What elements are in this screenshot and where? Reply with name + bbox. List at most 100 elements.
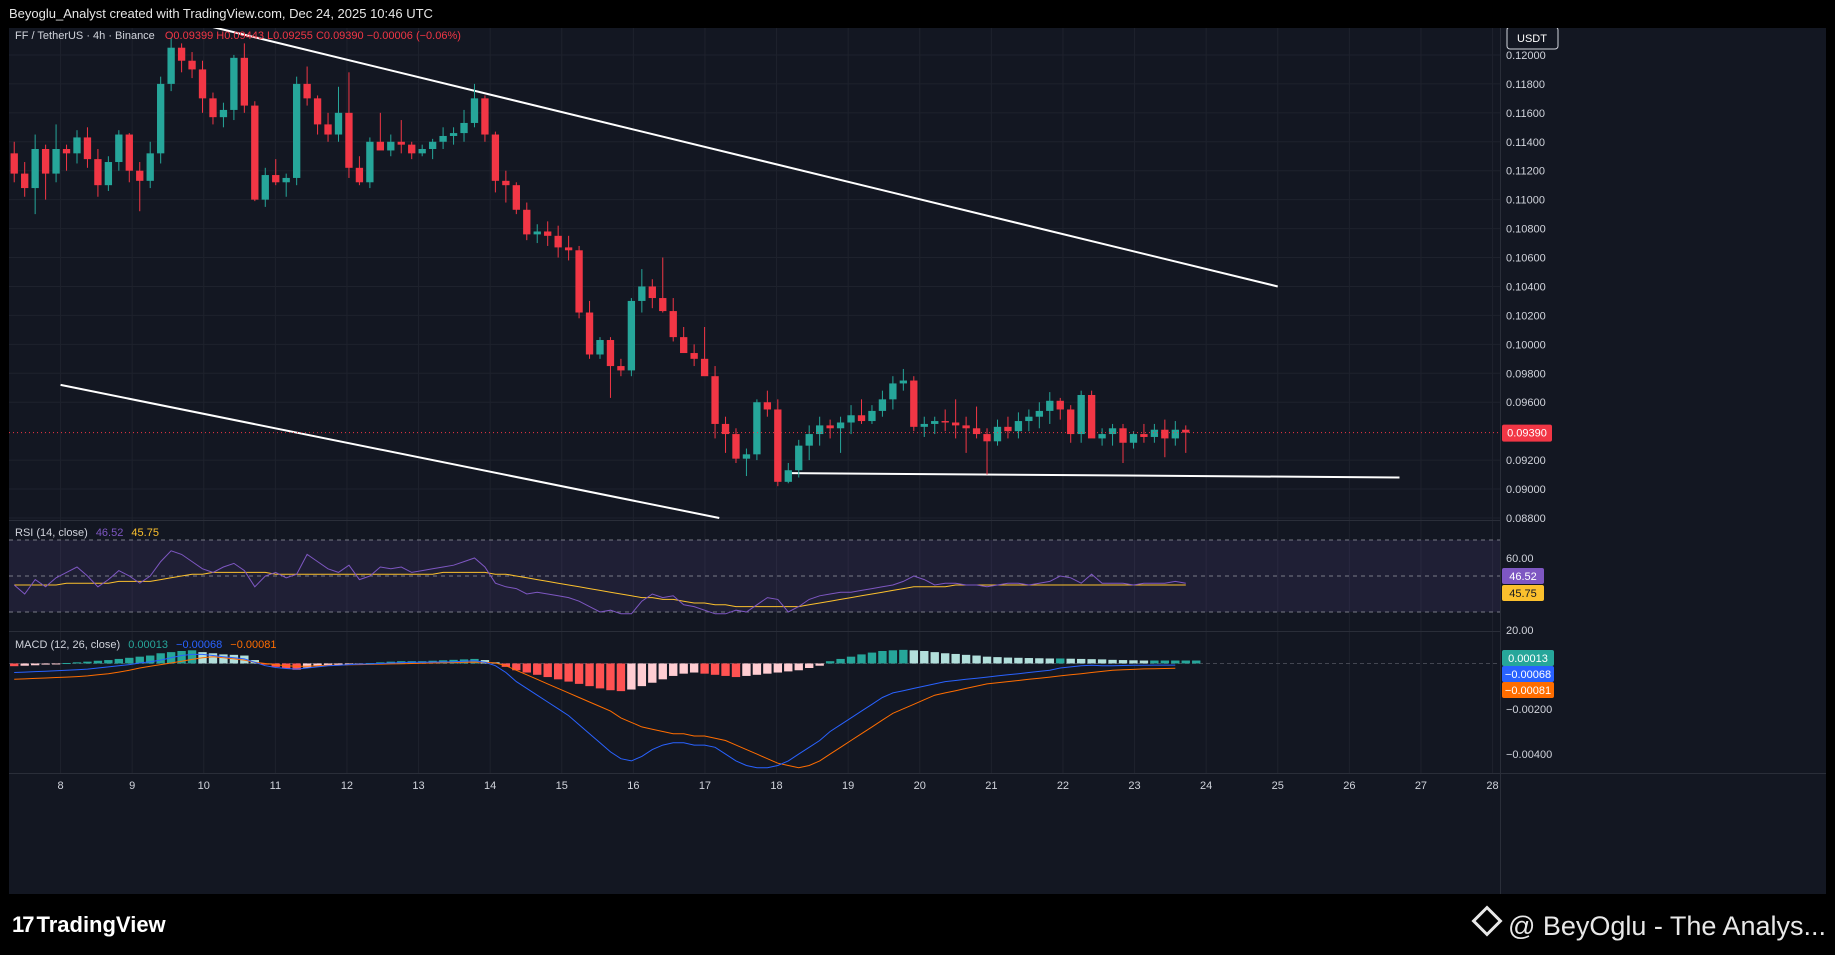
candle-body (617, 366, 625, 371)
macd-histogram-bar (637, 663, 647, 687)
candle-body (324, 124, 332, 135)
macd-histogram-bar (721, 663, 730, 676)
candle-body (533, 231, 541, 235)
candle-body (491, 134, 500, 181)
time-tick-label: 22 (1057, 780, 1069, 792)
candle-body (721, 423, 730, 435)
created-by-text: Beyoglu_Analyst created with TradingView… (9, 6, 433, 21)
time-tick-label: 23 (1128, 780, 1140, 792)
last-price-badge-text: 0.09390 (1507, 428, 1547, 440)
macd-histogram-bar (648, 663, 657, 683)
candle-body (523, 209, 531, 235)
macd-line (14, 653, 1176, 769)
macd-histogram-bar (1160, 660, 1170, 664)
candle-body (1119, 428, 1127, 443)
symbol-legend[interactable]: FF / TetherUS · 4h · Binance O0.09399 H0… (15, 30, 461, 42)
rsi-tick-label: 60.00 (1506, 553, 1534, 565)
macd-histogram-bar (114, 658, 124, 664)
macd-histogram (10, 649, 1201, 692)
macd-histogram-bar (543, 663, 552, 678)
rsi-ma-badge-text: 45.75 (1509, 588, 1537, 600)
rsi-legend-label: RSI (14, close) (15, 527, 88, 539)
macd-histogram-bar (219, 654, 228, 664)
time-tick-label: 15 (556, 780, 568, 792)
macd-legend-macd: −0.00068 (176, 639, 222, 651)
candle-body (700, 358, 709, 377)
macd-axis: −0.00200 −0.00400 (1506, 704, 1552, 761)
price-tick-label: 0.11000 (1506, 195, 1545, 207)
candle-body (1161, 429, 1169, 439)
candle-body (1025, 416, 1033, 422)
pane-separator-rsi[interactable] (9, 520, 1500, 521)
rsi-ma-badge (1502, 585, 1544, 601)
rsi-axis: 60.00 20.00 (1506, 553, 1534, 637)
macd-histogram-bar (83, 661, 92, 664)
candle-body (512, 185, 520, 210)
candle-body (1077, 395, 1085, 435)
candle-body (470, 98, 479, 123)
candle-body (941, 421, 949, 423)
macd-histogram-bar (62, 663, 71, 665)
ohlc-legend: O0.09399 H0.09443 L0.09255 C0.09390 −0.0… (165, 30, 461, 42)
rsi-legend[interactable]: RSI (14, close) 46.52 45.75 (15, 527, 159, 539)
candle-body (753, 402, 761, 455)
candle-body (157, 83, 165, 154)
candle-body (680, 337, 688, 354)
macd-histogram-bar (271, 663, 280, 667)
time-tick-label: 25 (1272, 780, 1284, 792)
candle-body (1129, 434, 1138, 443)
candle-body (826, 425, 834, 429)
rsi-line (13, 550, 1186, 615)
candle-body (638, 286, 646, 301)
chart-svg[interactable]: 0.122000.120000.118000.116000.114000.112… (9, 28, 1826, 894)
price-tick-label: 0.11600 (1506, 108, 1545, 120)
candle-body (962, 425, 970, 429)
macd-hist-badge (1502, 650, 1554, 666)
candle-body (1150, 429, 1159, 437)
candle-body (1067, 409, 1075, 435)
price-tick-label: 0.10600 (1506, 253, 1546, 265)
candle-body (732, 434, 740, 459)
price-axis[interactable]: 0.122000.120000.118000.116000.114000.112… (1506, 28, 1546, 525)
tradingview-logo[interactable]: 17 TradingView (12, 912, 166, 938)
candle-body (62, 149, 71, 154)
macd-histogram-bar (595, 663, 605, 689)
candle-body (816, 425, 824, 435)
macd-histogram-bar (700, 663, 709, 674)
candle-body (449, 133, 458, 136)
trendlines (60, 28, 1400, 519)
macd-hist-badge-text: 0.00013 (1508, 653, 1548, 665)
pane-separator-macd[interactable] (9, 631, 1500, 632)
candle-body (251, 105, 259, 200)
macd-histogram-bar (302, 663, 312, 668)
rsi-ma-line (14, 571, 1186, 608)
candle-body (73, 137, 81, 154)
time-tick-label: 28 (1486, 780, 1498, 792)
macd-histogram-bar (888, 650, 898, 664)
macd-histogram-bar (878, 651, 887, 664)
tradingview-logo-text: TradingView (36, 912, 166, 937)
candle-body (972, 428, 981, 435)
price-axis-divider (1500, 28, 1501, 894)
currency-badge[interactable] (1506, 28, 1559, 50)
candle-body (376, 141, 384, 151)
candle-body (366, 141, 374, 183)
macd-histogram-bar (480, 660, 490, 664)
macd-legend[interactable]: MACD (12, 26, close) 0.00013 −0.00068 −0… (15, 639, 276, 651)
candle-body (931, 421, 939, 424)
macd-histogram-bar (1014, 657, 1023, 664)
rsi-tick-label: 20.00 (1506, 625, 1534, 637)
macd-histogram-bar (93, 660, 103, 664)
macd-histogram-bar (135, 656, 144, 664)
time-tick-label: 27 (1415, 780, 1427, 792)
macd-histogram-bar (909, 650, 918, 664)
candle-body (188, 60, 196, 70)
time-axis[interactable]: 8 9 10 11 12 13 14 15 16 17 18 19 20 21 22 23 24 25 26 27 28 (57, 780, 1498, 792)
chart-area[interactable]: 0.122000.120000.118000.116000.114000.112… (9, 28, 1826, 894)
macd-histogram-bar (710, 663, 720, 675)
price-tick-label: 0.10400 (1506, 281, 1546, 293)
macd-histogram-bar (773, 663, 783, 673)
price-tick-label: 0.10800 (1506, 224, 1546, 236)
candle-body (115, 134, 123, 163)
macd-histogram-bar (522, 663, 531, 673)
